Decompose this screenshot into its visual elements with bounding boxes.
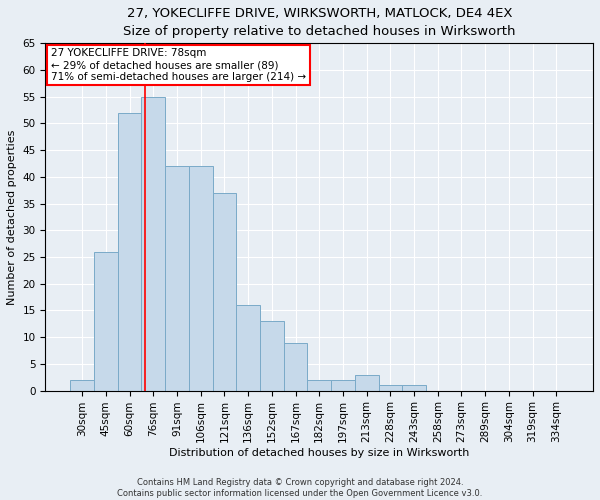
Bar bbox=[189, 166, 212, 390]
Y-axis label: Number of detached properties: Number of detached properties bbox=[7, 130, 17, 304]
Bar bbox=[70, 380, 94, 390]
Bar bbox=[118, 113, 142, 390]
Bar bbox=[142, 96, 165, 391]
Bar bbox=[284, 342, 307, 390]
Bar bbox=[236, 305, 260, 390]
Text: 27 YOKECLIFFE DRIVE: 78sqm
← 29% of detached houses are smaller (89)
71% of semi: 27 YOKECLIFFE DRIVE: 78sqm ← 29% of deta… bbox=[51, 48, 306, 82]
Bar bbox=[212, 193, 236, 390]
Bar bbox=[307, 380, 331, 390]
Text: Contains HM Land Registry data © Crown copyright and database right 2024.
Contai: Contains HM Land Registry data © Crown c… bbox=[118, 478, 482, 498]
Bar bbox=[355, 374, 379, 390]
Bar bbox=[165, 166, 189, 390]
Bar bbox=[260, 321, 284, 390]
Bar bbox=[379, 386, 402, 390]
Title: 27, YOKECLIFFE DRIVE, WIRKSWORTH, MATLOCK, DE4 4EX
Size of property relative to : 27, YOKECLIFFE DRIVE, WIRKSWORTH, MATLOC… bbox=[123, 7, 515, 38]
Bar bbox=[402, 386, 426, 390]
X-axis label: Distribution of detached houses by size in Wirksworth: Distribution of detached houses by size … bbox=[169, 448, 469, 458]
Bar bbox=[331, 380, 355, 390]
Bar bbox=[94, 252, 118, 390]
